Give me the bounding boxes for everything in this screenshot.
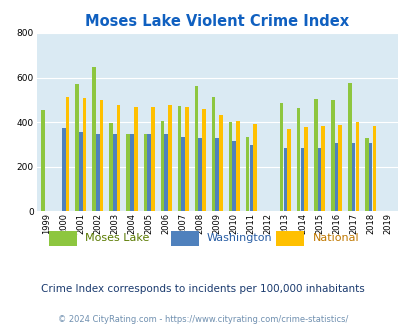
Text: © 2024 CityRating.com - https://www.cityrating.com/crime-statistics/: © 2024 CityRating.com - https://www.city… — [58, 315, 347, 324]
Bar — [185, 107, 188, 211]
Bar — [134, 107, 137, 211]
Bar — [83, 98, 86, 211]
Bar — [321, 126, 324, 211]
FancyBboxPatch shape — [275, 231, 304, 246]
Bar — [304, 127, 307, 211]
Bar — [202, 110, 205, 211]
Bar — [147, 134, 150, 211]
Bar — [249, 145, 252, 211]
Bar — [279, 103, 283, 211]
Bar — [79, 132, 83, 211]
Bar — [160, 121, 164, 211]
Title: Moses Lake Violent Crime Index: Moses Lake Violent Crime Index — [85, 14, 348, 29]
Bar — [168, 105, 171, 211]
Bar — [253, 124, 256, 211]
Bar — [296, 108, 300, 211]
Bar — [347, 83, 351, 211]
Bar — [92, 67, 96, 211]
Bar — [117, 105, 120, 211]
Bar — [113, 134, 117, 211]
Bar — [164, 134, 167, 211]
Bar — [232, 141, 235, 211]
Bar — [41, 110, 45, 211]
Bar — [300, 148, 303, 211]
Bar — [313, 99, 317, 211]
Bar — [283, 148, 286, 211]
Bar — [338, 125, 341, 211]
Text: Washington: Washington — [207, 233, 272, 243]
Bar — [219, 115, 222, 211]
Bar — [215, 138, 218, 211]
Text: National: National — [312, 233, 358, 243]
Bar — [228, 122, 232, 211]
Bar — [245, 137, 249, 211]
Bar — [126, 134, 130, 211]
Bar — [177, 106, 181, 211]
Bar — [198, 138, 201, 211]
Text: Crime Index corresponds to incidents per 100,000 inhabitants: Crime Index corresponds to incidents per… — [41, 284, 364, 294]
Bar — [364, 138, 368, 211]
Bar — [66, 97, 69, 211]
Bar — [330, 100, 334, 211]
Bar — [236, 121, 239, 211]
Bar — [109, 123, 113, 211]
Bar — [287, 129, 290, 211]
Bar — [62, 128, 66, 211]
Bar — [355, 122, 358, 211]
FancyBboxPatch shape — [49, 231, 77, 246]
Bar — [368, 143, 371, 211]
Bar — [351, 143, 354, 211]
Bar — [181, 137, 184, 211]
Bar — [96, 134, 100, 211]
FancyBboxPatch shape — [170, 231, 198, 246]
Bar — [151, 107, 154, 211]
Bar — [372, 126, 375, 211]
Bar — [211, 97, 215, 211]
Bar — [334, 143, 337, 211]
Bar — [143, 134, 147, 211]
Text: Moses Lake: Moses Lake — [85, 233, 149, 243]
Bar — [194, 86, 198, 211]
Bar — [130, 134, 133, 211]
Bar — [100, 100, 103, 211]
Bar — [317, 148, 320, 211]
Bar — [75, 84, 79, 211]
